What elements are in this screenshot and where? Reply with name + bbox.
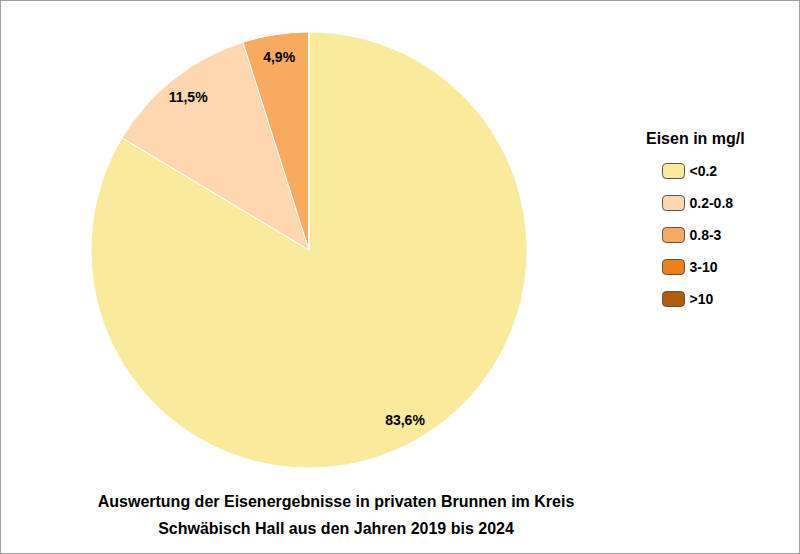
- svg-text:0.8-3: 0.8-3: [690, 227, 722, 243]
- svg-text:0.2-0.8: 0.2-0.8: [690, 195, 734, 211]
- svg-text:83,6%: 83,6%: [385, 412, 425, 428]
- svg-text:Auswertung der Eisenergebnisse: Auswertung der Eisenergebnisse in privat…: [98, 493, 575, 510]
- svg-text:11,5%: 11,5%: [169, 89, 208, 105]
- svg-text:4,9%: 4,9%: [263, 49, 295, 65]
- svg-text:<0.2: <0.2: [690, 163, 718, 179]
- svg-text:Schwäbisch Hall aus den Jahren: Schwäbisch Hall aus den Jahren 2019 bis …: [158, 520, 514, 537]
- svg-text:3-10: 3-10: [690, 259, 718, 275]
- svg-text:>10: >10: [690, 291, 714, 307]
- svg-text:Eisen in mg/l: Eisen in mg/l: [646, 130, 745, 147]
